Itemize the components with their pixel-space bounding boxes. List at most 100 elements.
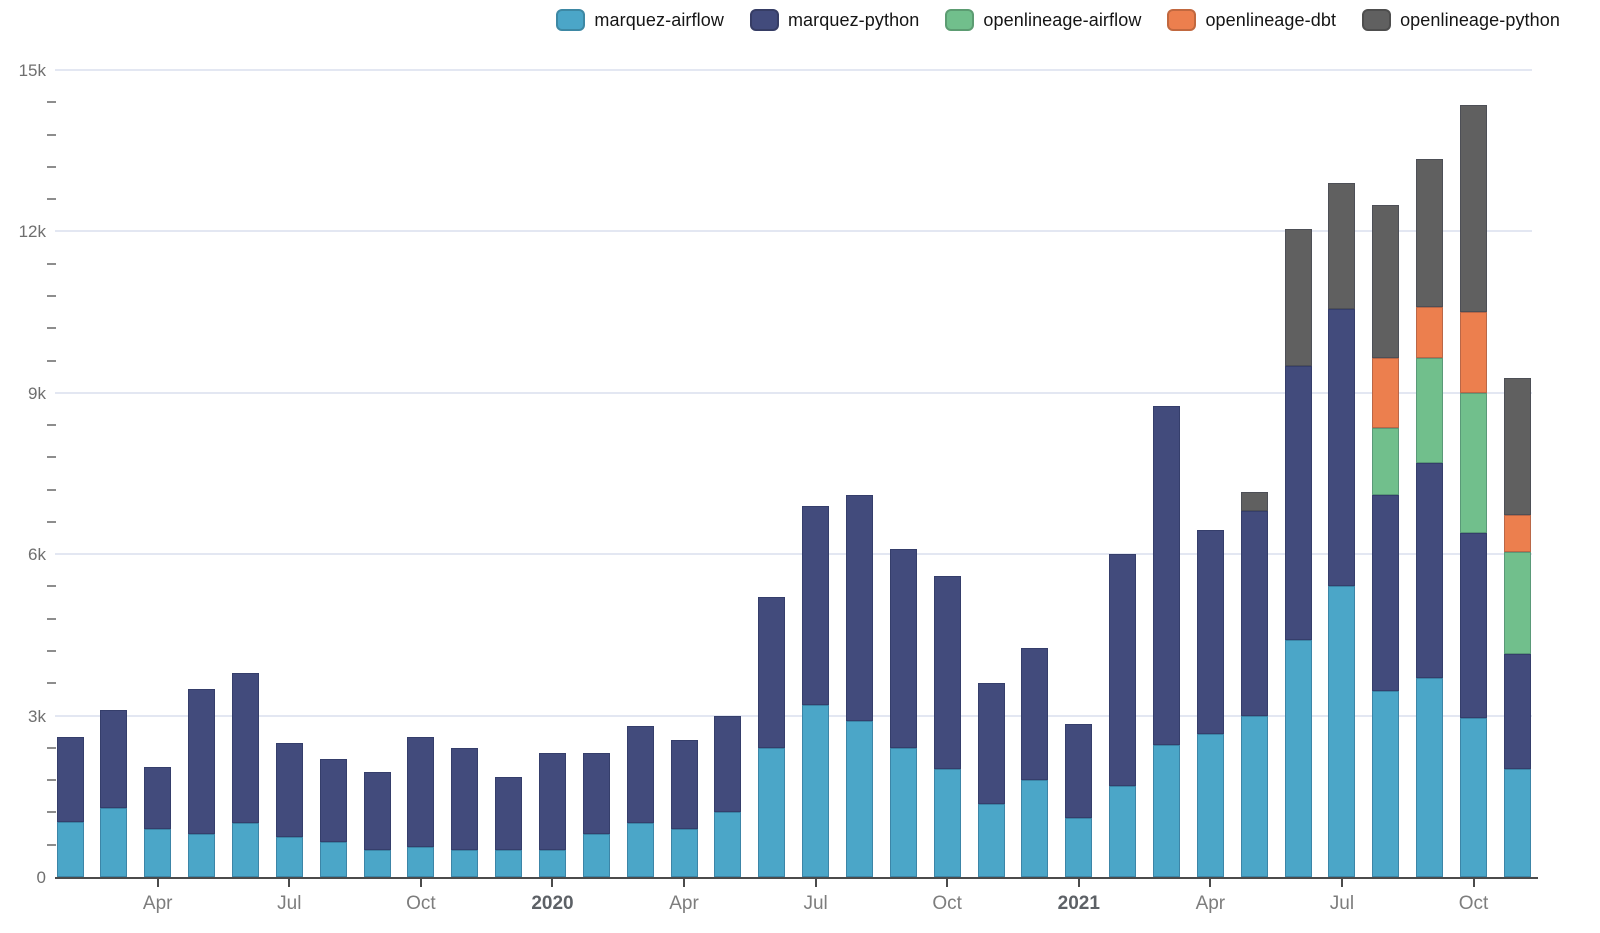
bar-segment-marquez-airflow[interactable]	[1503, 769, 1531, 877]
bar-segment-marquez-python[interactable]	[1196, 529, 1224, 735]
bar-segment-marquez-airflow[interactable]	[626, 823, 654, 877]
bar-segment-openlineage-python[interactable]	[1372, 204, 1400, 358]
bar-segment-openlineage-airflow[interactable]	[1372, 427, 1400, 496]
bar-segment-marquez-airflow[interactable]	[845, 720, 873, 877]
bar-segment-marquez-python[interactable]	[275, 742, 303, 837]
bar-segment-marquez-airflow[interactable]	[1065, 817, 1093, 877]
bar-segment-marquez-python[interactable]	[188, 688, 216, 834]
y-axis-tick-label: 6k	[28, 545, 46, 565]
legend-item-openlineage-python[interactable]: openlineage-python	[1362, 9, 1560, 31]
bar-segment-marquez-python[interactable]	[1460, 532, 1488, 719]
bar-segment-openlineage-dbt[interactable]	[1460, 312, 1488, 393]
bar-segment-marquez-airflow[interactable]	[1460, 718, 1488, 877]
x-axis-tick-label: 2021	[1057, 893, 1100, 914]
bar-segment-marquez-airflow[interactable]	[1284, 640, 1312, 877]
bar-segment-marquez-python[interactable]	[1109, 554, 1137, 786]
legend-item-marquez-python[interactable]: marquez-python	[749, 9, 920, 31]
bar-segment-openlineage-dbt[interactable]	[1372, 357, 1400, 428]
bar-segment-marquez-python[interactable]	[845, 495, 873, 721]
bar-segment-marquez-airflow[interactable]	[451, 850, 479, 877]
bar-segment-marquez-python[interactable]	[1284, 365, 1312, 641]
bar-segment-marquez-airflow[interactable]	[1153, 745, 1180, 877]
bar-segment-openlineage-python[interactable]	[1460, 104, 1488, 313]
bar-segment-marquez-python[interactable]	[1240, 511, 1268, 716]
bar-segment-marquez-airflow[interactable]	[1240, 715, 1268, 877]
bar-segment-marquez-airflow[interactable]	[714, 812, 742, 877]
bar-segment-marquez-airflow[interactable]	[495, 850, 523, 877]
bar-segment-marquez-python[interactable]	[451, 747, 479, 851]
x-axis-tick	[683, 879, 686, 887]
bar-segment-marquez-airflow[interactable]	[188, 833, 216, 877]
bar-segment-marquez-python[interactable]	[1416, 462, 1444, 678]
bar-segment-marquez-airflow[interactable]	[933, 769, 961, 877]
bar-segment-marquez-airflow[interactable]	[670, 828, 698, 877]
bar-segment-marquez-python[interactable]	[538, 753, 566, 851]
bar-segment-marquez-python[interactable]	[1021, 648, 1049, 781]
bar-segment-marquez-airflow[interactable]	[1328, 586, 1356, 877]
y-axis-minor-tick	[47, 650, 56, 653]
bar-segment-marquez-airflow[interactable]	[889, 747, 917, 877]
bar-segment-marquez-python[interactable]	[144, 766, 172, 829]
bar-segment-marquez-airflow[interactable]	[1416, 677, 1444, 877]
legend-item-marquez-airflow[interactable]: marquez-airflow	[556, 9, 724, 31]
x-axis-tick-label: Oct	[1458, 893, 1489, 914]
bar-segment-marquez-airflow[interactable]	[758, 747, 786, 877]
legend-item-openlineage-dbt[interactable]: openlineage-dbt	[1167, 9, 1336, 31]
bar-segment-marquez-python[interactable]	[977, 683, 1005, 805]
bar-segment-marquez-python[interactable]	[1503, 653, 1531, 770]
bar-segment-marquez-python[interactable]	[407, 737, 435, 848]
bar-segment-openlineage-dbt[interactable]	[1416, 306, 1444, 358]
bar-segment-marquez-airflow[interactable]	[1109, 785, 1137, 877]
bar-segment-openlineage-python[interactable]	[1284, 228, 1312, 366]
bar-segment-marquez-python[interactable]	[100, 710, 128, 809]
bar-segment-marquez-python[interactable]	[889, 548, 917, 748]
x-axis-tick-label: Oct	[406, 893, 436, 914]
bar-segment-marquez-airflow[interactable]	[407, 847, 435, 877]
legend-label: marquez-airflow	[594, 9, 724, 30]
legend-swatch-icon	[945, 9, 975, 31]
bar-segment-marquez-python[interactable]	[1065, 723, 1093, 818]
bar-segment-openlineage-python[interactable]	[1503, 377, 1531, 515]
legend-item-openlineage-airflow[interactable]: openlineage-airflow	[945, 9, 1141, 31]
bar-segment-marquez-airflow[interactable]	[363, 850, 391, 877]
bar-segment-openlineage-python[interactable]	[1240, 492, 1268, 512]
bar-segment-openlineage-python[interactable]	[1416, 158, 1444, 307]
bar-segment-marquez-python[interactable]	[363, 772, 391, 851]
bar-segment-marquez-python[interactable]	[1328, 309, 1356, 587]
bar-segment-marquez-airflow[interactable]	[144, 828, 172, 877]
bar-segment-marquez-airflow[interactable]	[319, 842, 347, 877]
bar-segment-marquez-python[interactable]	[758, 597, 786, 748]
bar-segment-marquez-airflow[interactable]	[802, 704, 830, 877]
bar-segment-openlineage-airflow[interactable]	[1503, 551, 1531, 654]
bar-segment-marquez-python[interactable]	[670, 739, 698, 829]
bar-segment-openlineage-python[interactable]	[1328, 182, 1356, 310]
bar-segment-marquez-python[interactable]	[1372, 495, 1400, 692]
bar-segment-marquez-python[interactable]	[1153, 406, 1180, 746]
x-axis-tick	[156, 879, 159, 887]
bar-segment-marquez-airflow[interactable]	[231, 823, 259, 877]
bar-segment-marquez-python[interactable]	[714, 715, 742, 813]
bar-segment-openlineage-dbt[interactable]	[1503, 514, 1531, 552]
bar-segment-marquez-python[interactable]	[802, 505, 830, 705]
legend-label: marquez-python	[787, 9, 920, 30]
bar-segment-marquez-airflow[interactable]	[538, 850, 566, 877]
bar-segment-marquez-python[interactable]	[231, 672, 259, 824]
bar-segment-marquez-python[interactable]	[626, 726, 654, 824]
bar-segment-marquez-airflow[interactable]	[582, 833, 610, 877]
legend-label: openlineage-python	[1400, 9, 1560, 30]
bar-segment-marquez-airflow[interactable]	[275, 836, 303, 877]
bar-segment-marquez-airflow[interactable]	[1196, 734, 1224, 877]
bar-segment-marquez-airflow[interactable]	[1021, 780, 1049, 877]
bar-segment-marquez-airflow[interactable]	[100, 808, 128, 877]
bar-segment-openlineage-airflow[interactable]	[1416, 357, 1444, 463]
y-gridline	[55, 553, 1532, 556]
bar-segment-marquez-airflow[interactable]	[56, 821, 84, 877]
bar-segment-marquez-python[interactable]	[933, 575, 961, 770]
bar-segment-marquez-python[interactable]	[319, 758, 347, 842]
bar-segment-marquez-airflow[interactable]	[1372, 691, 1400, 877]
bar-segment-marquez-python[interactable]	[56, 737, 84, 822]
bar-segment-openlineage-airflow[interactable]	[1460, 392, 1488, 533]
bar-segment-marquez-python[interactable]	[582, 753, 610, 834]
bar-segment-marquez-python[interactable]	[495, 777, 523, 851]
bar-segment-marquez-airflow[interactable]	[977, 804, 1005, 877]
